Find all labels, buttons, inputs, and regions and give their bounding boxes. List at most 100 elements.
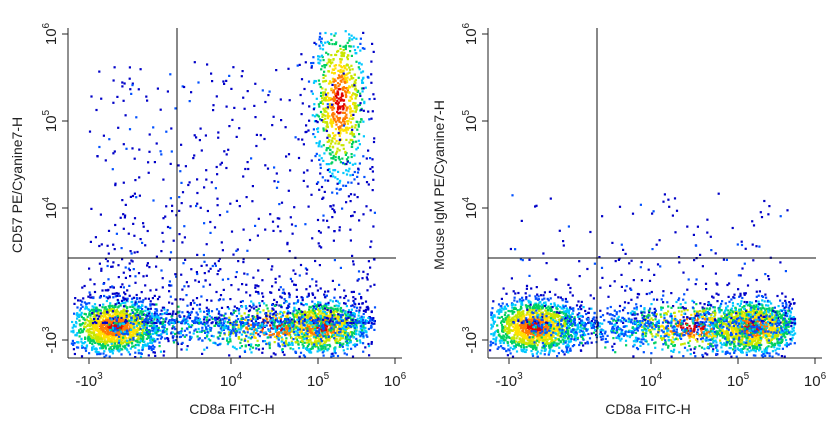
event-dot (247, 167, 250, 171)
event-dot (109, 328, 112, 332)
event-dot (254, 320, 258, 323)
event-dot (185, 318, 188, 321)
event-dot (138, 306, 142, 309)
event-dot (348, 39, 351, 42)
event-dot (100, 243, 103, 246)
event-dot (318, 38, 321, 41)
event-dot (348, 86, 352, 89)
event-dot (358, 133, 361, 136)
event-dot (197, 317, 200, 320)
event-dot (306, 325, 309, 328)
event-dot (123, 322, 126, 325)
event-dot (96, 333, 99, 336)
event-dot (305, 341, 308, 344)
event-dot (322, 44, 325, 47)
event-dot (274, 304, 277, 307)
event-dot (102, 330, 105, 333)
event-dot (323, 152, 326, 155)
event-dot (286, 328, 289, 331)
event-dot (324, 334, 327, 338)
event-dot (151, 337, 154, 340)
event-dot (131, 326, 134, 329)
event-dot (225, 105, 228, 108)
event-dot (193, 154, 196, 157)
event-dot (273, 335, 276, 338)
event-dot (336, 316, 339, 319)
event-dot (255, 133, 258, 136)
event-dot (310, 351, 313, 354)
event-dot (339, 296, 342, 299)
event-dot (132, 338, 135, 341)
event-dot (119, 216, 122, 219)
event-dot (317, 79, 320, 82)
event-dot (324, 346, 327, 349)
event-dot (320, 145, 323, 148)
event-dot (331, 68, 334, 71)
event-dot (271, 220, 275, 223)
event-dot (120, 299, 124, 302)
event-dot (348, 37, 351, 40)
event-dot (333, 312, 336, 315)
event-dot (322, 80, 325, 83)
event-dot (203, 222, 206, 225)
event-dot (319, 163, 322, 166)
event-dot (211, 264, 214, 268)
event-dot (349, 311, 352, 314)
event-dot (119, 314, 122, 317)
event-dot (184, 320, 187, 323)
event-dot (246, 90, 249, 93)
event-dot (223, 332, 226, 335)
event-dot (319, 118, 322, 121)
event-dot (315, 284, 318, 287)
event-dot (315, 314, 318, 317)
event-dot (300, 53, 303, 56)
event-dot (211, 317, 214, 321)
event-dot (161, 231, 164, 234)
event-dot (341, 319, 345, 322)
event-dot (136, 338, 139, 341)
event-dot (272, 326, 275, 329)
event-dot (336, 147, 339, 150)
event-dot (349, 45, 352, 48)
event-dot (324, 107, 327, 110)
event-dot (123, 324, 126, 327)
event-dot (147, 336, 150, 339)
event-dot (87, 333, 90, 337)
event-dot (117, 306, 120, 309)
event-dot (362, 213, 365, 216)
event-dot (161, 325, 164, 328)
event-dot (124, 314, 127, 317)
event-dot (141, 318, 144, 321)
event-dot (289, 277, 292, 280)
event-dot (218, 257, 221, 260)
event-dot (278, 312, 282, 315)
event-dot (339, 330, 342, 334)
event-dot (351, 334, 354, 337)
event-dot (310, 66, 313, 69)
event-dot (294, 333, 297, 337)
event-dot (306, 348, 309, 351)
event-dot (208, 315, 211, 318)
event-dot (325, 313, 328, 316)
event-dot (216, 204, 219, 207)
event-dot (110, 265, 113, 268)
event-dot (122, 342, 125, 345)
event-dot (273, 298, 276, 301)
event-dot (117, 292, 120, 295)
event-dot (354, 326, 357, 329)
event-dot (112, 243, 115, 246)
event-dot (297, 327, 300, 330)
event-dot (348, 167, 351, 170)
event-dot (117, 276, 120, 279)
event-dot (226, 210, 229, 213)
event-dot (342, 330, 345, 333)
event-dot (360, 87, 364, 90)
event-dot (337, 340, 340, 343)
event-dot (218, 316, 221, 319)
event-dot (317, 58, 320, 61)
event-dot (322, 311, 325, 315)
event-dot (224, 327, 227, 330)
event-dot (354, 303, 357, 306)
event-dot (361, 326, 364, 329)
event-dot (357, 320, 360, 323)
